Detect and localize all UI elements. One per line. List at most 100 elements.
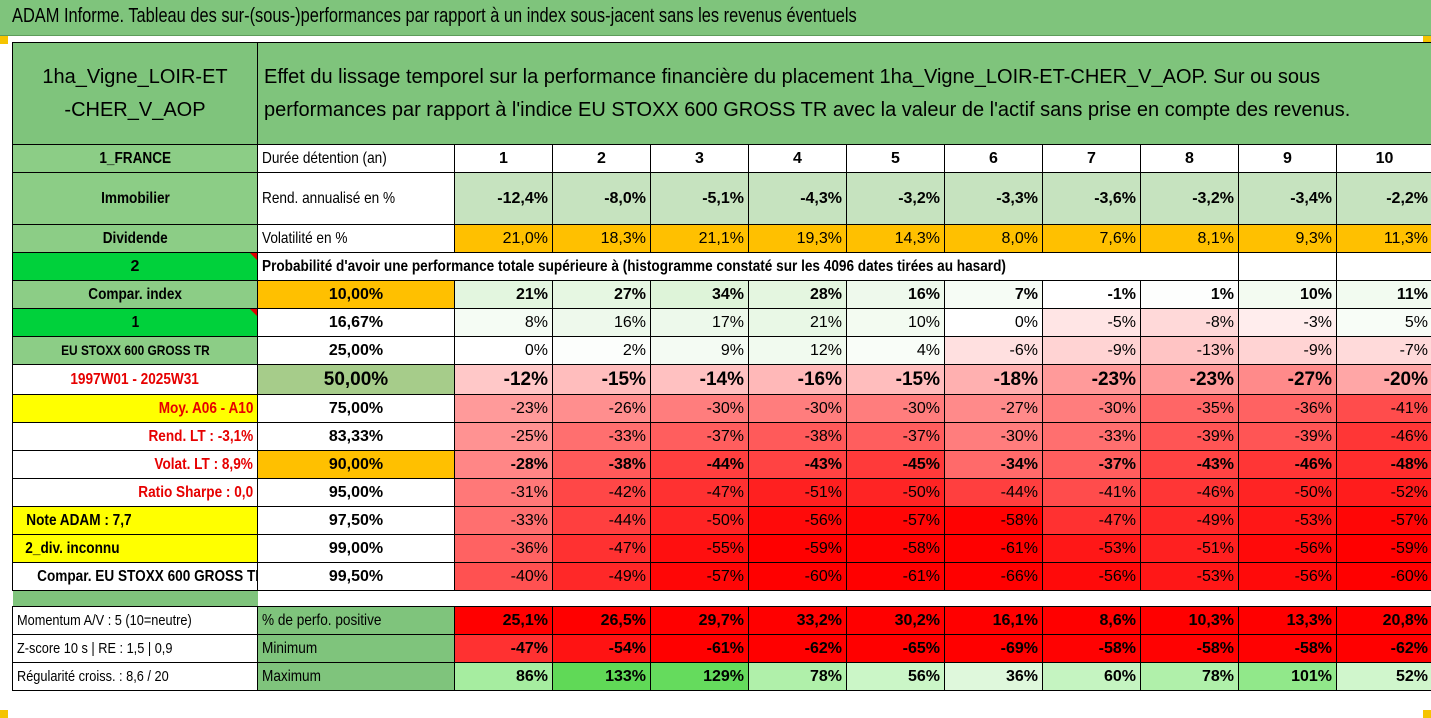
year-header: 10 [1335, 144, 1431, 173]
percentile-threshold: 83,33% [257, 422, 455, 451]
percentile-value: -56% [1238, 562, 1337, 591]
percentile-value: -48% [1335, 450, 1431, 479]
percentile-value: -51% [748, 478, 847, 507]
percentile-value: -59% [1335, 534, 1431, 563]
year-header: 7 [1042, 144, 1141, 173]
year-header: 6 [944, 144, 1043, 173]
report-table-frame: 1ha_Vigne_LOIR-ET-CHER_V_AOP Effet du li… [12, 42, 1431, 714]
volat-value: 11,3% [1335, 224, 1431, 253]
percentile-value: -9% [1238, 336, 1337, 365]
percentile-value: 28% [748, 280, 847, 309]
percentile-value: -53% [1238, 506, 1337, 535]
volat-value: 14,3% [846, 224, 945, 253]
perf-positive-value: 29,7% [650, 606, 749, 635]
zscore-label: Z-score 10 s | RE : 1,5 | 0,9 [17, 639, 173, 657]
percentile-value: -15% [552, 364, 651, 395]
perf-positive-value: 16,1% [944, 606, 1043, 635]
percentile-value: -42% [552, 478, 651, 507]
compar-full-label-cell: Compar. EU STOXX 600 GROSS TR [12, 562, 258, 591]
percentile-value: -58% [944, 506, 1043, 535]
percentile-threshold: 97,50% [257, 506, 455, 535]
percentile-value: 16% [552, 308, 651, 337]
compar-full-label: Compar. EU STOXX 600 GROSS TR [37, 567, 258, 585]
index-name-label-cell: EU STOXX 600 GROSS TR [12, 336, 258, 365]
perf-positive-row: Momentum A/V : 5 (10=neutre) % de perfo. … [12, 606, 1431, 635]
percentile-row: Ratio Sharpe : 0,0 95,00% -31% -42% -47% -51%… [12, 478, 1431, 507]
percentile-value: -30% [748, 394, 847, 423]
regularite-cell: Régularité croiss. : 8,6 / 20 [12, 662, 258, 691]
percentile-value: 21% [454, 280, 553, 309]
percentile-value: -8% [1140, 308, 1239, 337]
percentile-value: -16% [748, 364, 847, 395]
percentile-value: -15% [846, 364, 945, 395]
percentile-threshold: 10,00% [257, 280, 455, 309]
percentile-value: -33% [1042, 422, 1141, 451]
title-bar: ADAM Informe. Tableau des sur-(sous-)per… [0, 0, 1431, 36]
percentile-value: -56% [748, 506, 847, 535]
percentile-value: -50% [846, 478, 945, 507]
percentile-value: -44% [552, 506, 651, 535]
percentile-value: -18% [944, 364, 1043, 395]
volat-lt-label: Volat. LT : 8,9% [154, 455, 253, 473]
percentile-value: -33% [552, 422, 651, 451]
volat-value: 8,1% [1140, 224, 1239, 253]
percentile-value: 11% [1335, 280, 1431, 309]
minimum-value: -58% [1238, 634, 1337, 663]
percentile-value: -49% [1140, 506, 1239, 535]
percentile-value: -45% [846, 450, 945, 479]
percentile-value: -35% [1140, 394, 1239, 423]
percentile-threshold: 95,00% [257, 478, 455, 507]
year-header: 4 [748, 144, 847, 173]
percentile-value: -44% [944, 478, 1043, 507]
maximum-value: 101% [1238, 662, 1337, 691]
ratio-sharpe-label-cell: Ratio Sharpe : 0,0 [12, 478, 258, 507]
percentile-value: 27% [552, 280, 651, 309]
asset-name: 1ha_Vigne_LOIR-ET-CHER_V_AOP [42, 65, 228, 121]
probabilite-text: Probabilité d'avoir une performance tota… [262, 257, 1006, 275]
category-cell: Immobilier [12, 172, 258, 225]
rend-value: -3,2% [1140, 172, 1239, 225]
category-label: Immobilier [100, 189, 170, 207]
volat-row: Dividende Volatilité en % 21,0% 18,3% 21,1… [12, 224, 1431, 253]
percentile-value: -44% [650, 450, 749, 479]
year-header: 1 [454, 144, 553, 173]
rend-value: -5,1% [650, 172, 749, 225]
compar-index-label-cell: Compar. index [12, 280, 258, 309]
percentile-value: 17% [650, 308, 749, 337]
percentile-threshold: 90,00% [257, 450, 455, 479]
percentile-value: -5% [1042, 308, 1141, 337]
minimum-label-cell: Minimum [257, 634, 455, 663]
minimum-value: -62% [748, 634, 847, 663]
minimum-value: -58% [1042, 634, 1141, 663]
volat-value: 8,0% [944, 224, 1043, 253]
num-1-label: 1 [131, 313, 139, 331]
percentile-value: -13% [1140, 336, 1239, 365]
year-header: 9 [1238, 144, 1337, 173]
perf-positive-value: 33,2% [748, 606, 847, 635]
percentile-value: -30% [846, 394, 945, 423]
percentile-value: -26% [552, 394, 651, 423]
description-cell: Effet du lissage temporel sur la perform… [256, 42, 1431, 145]
percentile-value: -47% [1042, 506, 1141, 535]
percentile-value: -53% [1042, 534, 1141, 563]
percentile-value: -51% [1140, 534, 1239, 563]
percentile-value: -30% [944, 422, 1043, 451]
percentile-value: -56% [1042, 562, 1141, 591]
rend-value: -12,4% [454, 172, 553, 225]
percentile-value: 12% [748, 336, 847, 365]
percentile-value: 4% [846, 336, 945, 365]
minimum-value: -61% [650, 634, 749, 663]
percentile-value: 7% [944, 280, 1043, 309]
volat-label-cell: Volatilité en % [257, 224, 455, 253]
dividend-cell: Dividende [12, 224, 258, 253]
separator-green [12, 590, 258, 607]
minimum-label: Minimum [262, 639, 318, 657]
percentile-row: Note ADAM : 7,7 97,50% -33% -44% -50% -56% -57… [12, 506, 1431, 535]
percentile-value: -39% [1238, 422, 1337, 451]
moy-label-cell: Moy. A06 - A10 [12, 394, 258, 423]
minimum-value: -62% [1335, 634, 1431, 663]
percentile-value: -36% [1238, 394, 1337, 423]
minimum-value: -54% [552, 634, 651, 663]
percentile-value: -60% [748, 562, 847, 591]
rend-value: -4,3% [748, 172, 847, 225]
